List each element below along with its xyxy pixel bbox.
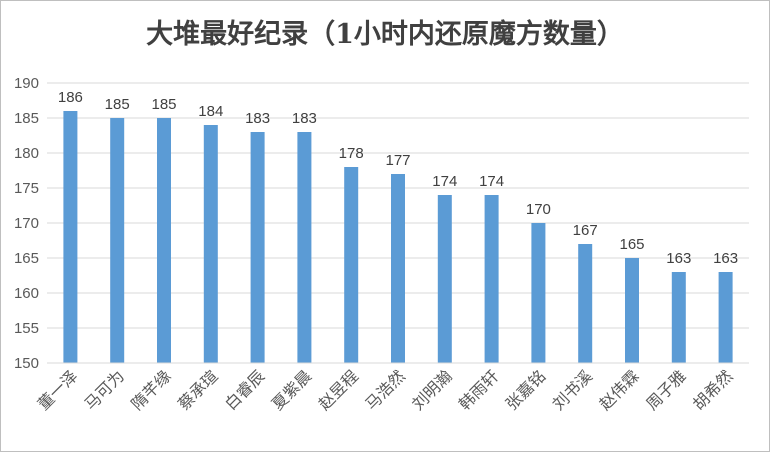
data-label: 165 <box>619 236 644 253</box>
x-category-label: 韩雨轩 <box>455 366 502 413</box>
y-tick-label: 155 <box>14 320 39 337</box>
data-label: 177 <box>385 152 410 169</box>
bars <box>63 111 733 363</box>
bar <box>578 244 593 363</box>
x-category-label: 蔡承瑄 <box>174 366 221 413</box>
data-label: 167 <box>573 222 598 239</box>
bar <box>484 195 499 363</box>
data-label: 185 <box>151 96 176 113</box>
bar <box>391 174 405 363</box>
y-tick-label: 165 <box>14 250 39 267</box>
chart-title: 大堆最好纪录（1小时内还原魔方数量） <box>146 18 624 50</box>
x-category-label: 隋芊缘 <box>127 366 174 413</box>
bar <box>625 258 639 363</box>
y-tick-label: 170 <box>14 215 39 232</box>
data-label: 163 <box>666 250 691 267</box>
bar <box>203 125 218 363</box>
bar <box>718 272 733 363</box>
x-category-label: 刘明瀚 <box>408 366 455 413</box>
bar <box>297 132 312 363</box>
x-category-label: 马可为 <box>81 366 128 413</box>
data-label: 174 <box>432 173 457 190</box>
bar <box>437 195 452 363</box>
x-category-label: 周子雅 <box>642 366 689 413</box>
bar <box>63 111 78 363</box>
bar <box>110 118 125 363</box>
y-tick-label: 175 <box>14 180 39 197</box>
x-category-label: 马浩然 <box>361 366 408 413</box>
y-tick-label: 190 <box>14 75 39 92</box>
y-axis-ticks: 150 155 160 165 170 175 180 185 190 <box>14 75 39 372</box>
data-label: 170 <box>526 201 551 218</box>
x-category-label: 张嘉铭 <box>502 366 549 413</box>
bar <box>250 132 265 363</box>
data-label: 185 <box>105 96 130 113</box>
data-label: 186 <box>58 89 83 106</box>
data-label: 184 <box>198 103 223 120</box>
bar <box>531 223 546 363</box>
data-label: 174 <box>479 173 504 190</box>
x-category-label: 赵伟霖 <box>595 366 642 413</box>
x-category-label: 夏紫晨 <box>268 366 315 413</box>
x-category-label: 白睿辰 <box>221 366 268 413</box>
bar <box>344 167 359 363</box>
x-category-label: 刘书溪 <box>549 366 596 413</box>
y-tick-label: 185 <box>14 110 39 127</box>
data-label: 183 <box>292 110 317 127</box>
x-category-label: 赵昱程 <box>315 366 362 413</box>
data-label: 163 <box>713 250 738 267</box>
x-axis-categories: 董一泽 马可为 隋芊缘 蔡承瑄 白睿辰 夏紫晨 赵昱程 马浩然 刘明瀚 韩雨轩 张嘉铭 刘书溪 赵伟霖周… <box>34 366 737 413</box>
data-label: 183 <box>245 110 270 127</box>
data-label: 178 <box>339 145 364 162</box>
y-tick-label: 160 <box>14 285 39 302</box>
bar <box>157 118 171 363</box>
x-category-label: 胡希然 <box>689 366 736 413</box>
bar <box>671 272 686 363</box>
y-tick-label: 180 <box>14 145 39 162</box>
data-labels: 186 185 185 184 183 183 178 177 174 174 170 167 165 1… <box>58 89 738 267</box>
y-tick-label: 150 <box>14 355 39 372</box>
x-category-label: 董一泽 <box>34 366 81 413</box>
